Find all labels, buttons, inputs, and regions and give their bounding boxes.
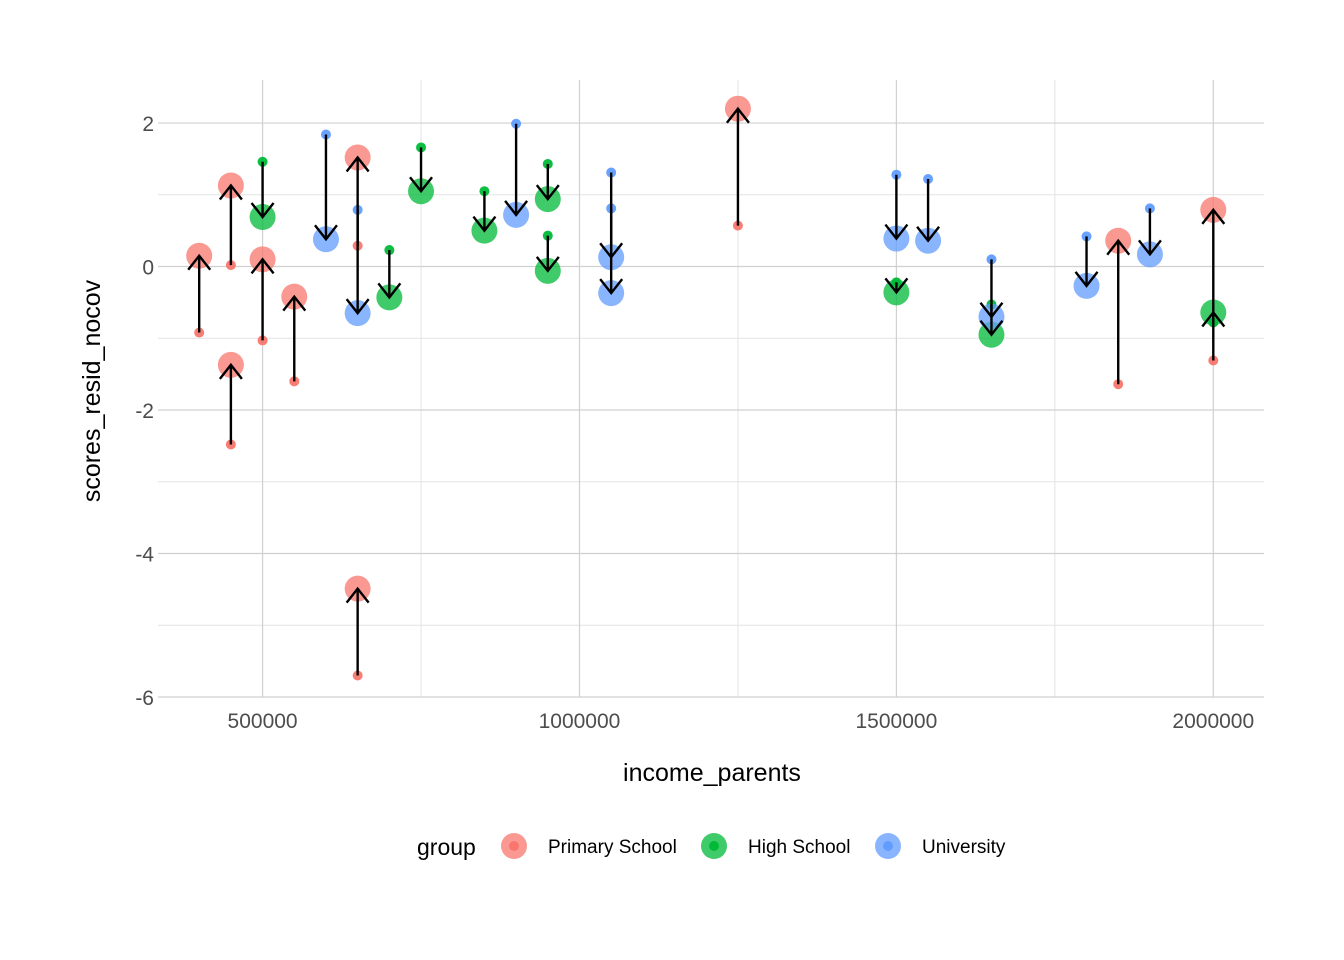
residual-arrow [504, 123, 529, 217]
residual-arrow [1201, 207, 1226, 361]
residual-arrow [472, 191, 497, 233]
legend: group Primary School High School Universit… [417, 833, 1006, 860]
residual-arrow [250, 257, 275, 341]
x-axis-tick-labels: 500000 1000000 1500000 2000000 [228, 710, 1255, 733]
major-gridlines [158, 80, 1264, 698]
residual-arrow [345, 209, 370, 316]
residual-arrow [916, 179, 941, 243]
residual-arrow [218, 362, 243, 445]
y-tick-label: 0 [142, 257, 154, 280]
residual-arrow [1106, 238, 1131, 385]
legend-entries: Primary School High School University [501, 833, 1006, 859]
y-axis-title: scores_resid_nocov [78, 279, 106, 502]
legend-entry-primary-school: Primary School [501, 833, 677, 859]
y-axis-tick-labels: -6 -4 -2 0 2 [135, 113, 154, 710]
residual-arrow [250, 161, 275, 219]
x-tick-label: 1000000 [539, 710, 621, 733]
y-tick-label: 2 [142, 113, 154, 136]
minor-gridlines [158, 80, 1264, 697]
residual-arrow [187, 253, 212, 333]
residual-arrow [377, 250, 402, 300]
legend-label: University [922, 837, 1006, 858]
x-tick-label: 2000000 [1172, 710, 1254, 733]
residual-arrow [345, 586, 370, 676]
x-axis-title: income_parents [623, 759, 801, 787]
residual-arrow [1074, 236, 1099, 288]
residual-arrow [535, 163, 560, 202]
y-tick-label: -6 [135, 687, 154, 710]
residual-arrow [314, 134, 338, 242]
residual-arrow [884, 277, 909, 295]
target-points [186, 95, 1227, 602]
legend-label: High School [748, 837, 850, 858]
legend-key-small [509, 841, 519, 851]
legend-title: group [417, 834, 476, 860]
residual-arrows [187, 106, 1226, 676]
residual-arrow [1201, 310, 1226, 328]
residual-arrow [979, 259, 1004, 319]
residual-arrow [1137, 208, 1162, 257]
residual-arrow [535, 235, 560, 273]
x-tick-label: 500000 [228, 710, 298, 733]
university-source-point [511, 118, 522, 129]
legend-key-small [883, 841, 893, 851]
y-tick-label: -4 [135, 544, 154, 567]
y-tick-label: -2 [135, 400, 154, 423]
x-tick-label: 1500000 [856, 710, 938, 733]
legend-entry-high-school: High School [701, 833, 850, 859]
residual-arrow [218, 183, 243, 266]
residual-arrow [409, 147, 433, 194]
residual-arrow [599, 208, 624, 296]
residual-arrow [282, 294, 307, 382]
residual-arrow [725, 106, 750, 226]
legend-label: Primary School [548, 837, 677, 858]
residual-arrow [884, 174, 909, 241]
legend-key-small [709, 841, 719, 851]
legend-entry-university: University [875, 833, 1006, 859]
